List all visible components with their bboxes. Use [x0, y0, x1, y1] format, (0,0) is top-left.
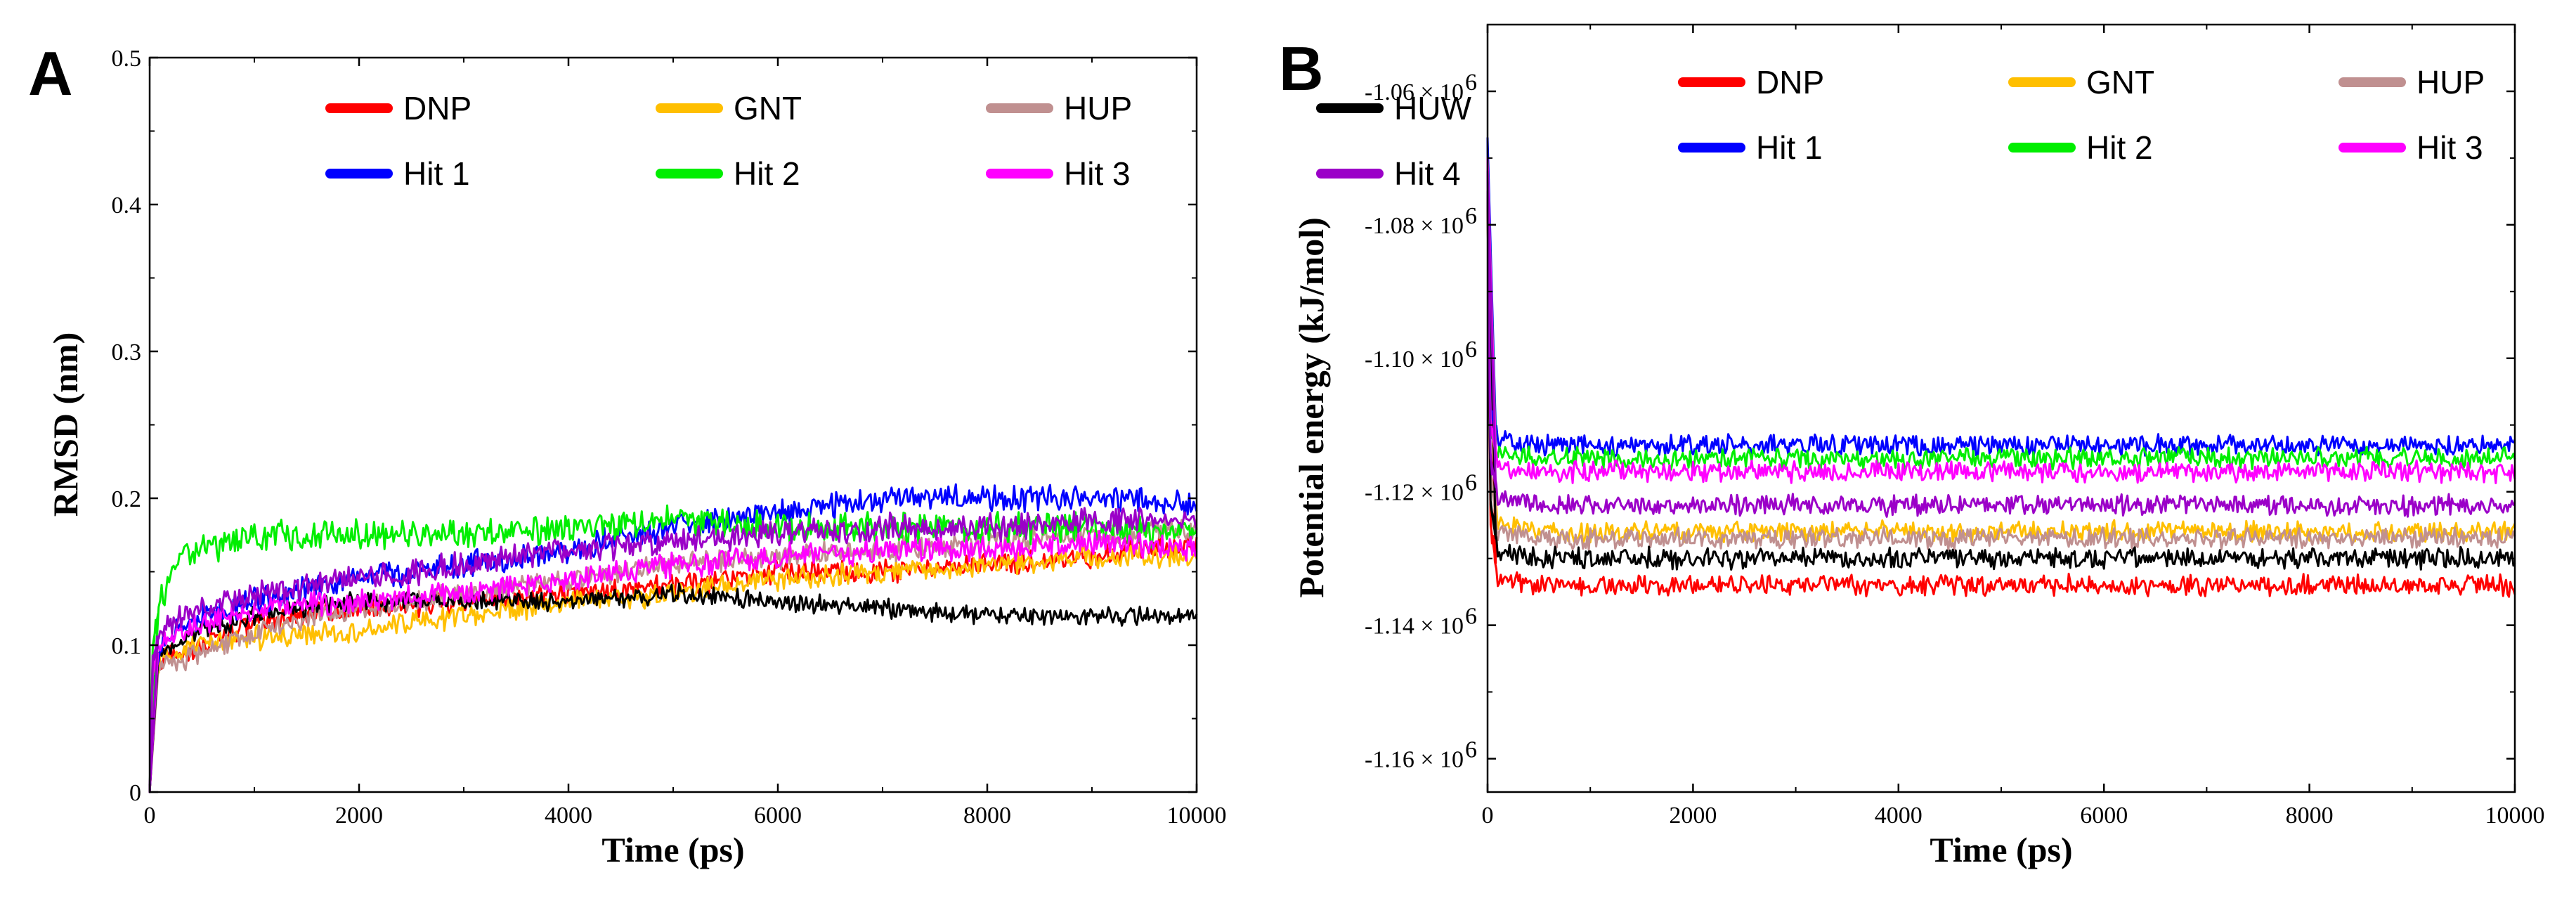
legend-item-hit-3: Hit 3	[2338, 129, 2483, 166]
panel-a-plot-frame	[148, 56, 1198, 793]
panel-b-letter: B	[1279, 34, 1324, 103]
y-tick-exponent: 6	[1465, 470, 1477, 496]
legend-label-dnp: DNP	[1756, 64, 1824, 100]
legend-label-hit-1: Hit 1	[403, 155, 470, 192]
series-huw-line	[1486, 190, 2516, 571]
panel-a-x-axis: 0 2000 4000 6000 8000 10000	[144, 58, 1227, 829]
legend-item-hit-4: Hit 4	[1316, 155, 1461, 192]
x-tick-label: 2000	[1669, 803, 1717, 829]
x-tick-label: 4000	[1875, 803, 1923, 829]
y-tick-label: -1.14 × 10	[1365, 614, 1464, 640]
series-gnt-line	[1486, 190, 2516, 545]
panel-a-letter: A	[28, 39, 73, 108]
x-tick-label: 8000	[2286, 803, 2334, 829]
y-tick-label: 0.3	[112, 339, 142, 365]
x-tick-label: 8000	[963, 803, 1011, 829]
x-tick-label: 10000	[1167, 803, 1227, 829]
legend-label-hit-4: Hit 4	[1394, 155, 1461, 192]
x-tick-label: 10000	[2485, 803, 2545, 829]
series-hit-4-line	[1486, 170, 2516, 518]
legend-label-dnp: DNP	[403, 90, 471, 127]
legend-item-gnt: GNT	[2008, 64, 2154, 100]
legend-item-hit-1: Hit 1	[325, 155, 470, 192]
series-hit-1-line	[1486, 136, 2516, 458]
legend-label-huw: HUW	[1394, 90, 1471, 127]
series-hit-4-line	[148, 507, 1198, 793]
y-tick-exponent: 6	[1465, 337, 1477, 363]
series-hit-2-line	[148, 504, 1198, 793]
legend-item-gnt: GNT	[656, 90, 802, 127]
series-hit-3-line	[148, 529, 1198, 793]
y-tick-exponent: 6	[1465, 203, 1477, 229]
legend-label-hit-1: Hit 1	[1756, 129, 1823, 166]
y-tick-label: 0.5	[112, 46, 142, 72]
panel-b-y-axis: -1.16 × 10 6-1.14 × 10 6-1.12 × 10 6-1.10 ×…	[1365, 70, 2515, 773]
y-tick-label: -1.06 × 10	[1365, 79, 1464, 105]
y-tick-label: -1.10 × 10	[1365, 346, 1464, 372]
legend-item-dnp: DNP	[325, 90, 471, 127]
y-tick-label: -1.08 × 10	[1365, 213, 1464, 239]
x-tick-label: 2000	[335, 803, 383, 829]
panel-b-x-axis: 0 2000 4000 6000 8000 10000	[1482, 25, 2545, 829]
legend-label-hit-3: Hit 3	[1064, 155, 1131, 192]
series-gnt-line	[148, 543, 1198, 793]
legend-item-hup: HUP	[986, 90, 1132, 127]
legend-label-hup: HUP	[2416, 64, 2485, 100]
x-tick-label: 6000	[2080, 803, 2128, 829]
series-hup-line	[1486, 190, 2516, 552]
legend-item-dnp: DNP	[1678, 64, 1824, 100]
y-tick-label: -1.12 × 10	[1365, 480, 1464, 506]
panel-b-series	[1486, 136, 2516, 598]
series-hit-3-line	[1486, 157, 2516, 484]
y-tick-label: 0.1	[112, 633, 142, 659]
panel-a-x-axis-title: Time (ps)	[601, 830, 744, 869]
y-tick-exponent: 6	[1465, 604, 1477, 630]
panel-a-y-axis: 0 0.1 0.2 0.3 0.4 0.5	[112, 46, 1197, 806]
x-tick-label: 6000	[754, 803, 802, 829]
panel-b: B 0 2000 4000 6000 8000 10000 -1.16 × 10 6-1.1…	[1279, 23, 2545, 869]
legend-item-hit-3: Hit 3	[986, 155, 1131, 192]
panel-b-x-axis-title: Time (ps)	[1930, 830, 2072, 869]
legend-label-hit-3: Hit 3	[2416, 129, 2483, 166]
legend-item-hit-1: Hit 1	[1678, 129, 1823, 166]
panel-a-series	[148, 483, 1198, 793]
series-hit-2-line	[1486, 157, 2516, 472]
y-tick-label: 0.4	[112, 193, 142, 219]
legend-label-hup: HUP	[1064, 90, 1132, 127]
legend-item-huw: HUW	[1316, 90, 1471, 127]
legend-item-hit-2: Hit 2	[656, 155, 800, 192]
legend-label-hit-2: Hit 2	[2086, 129, 2153, 166]
panel-a: A 0 2000 4000 6000 8000 10000 0 0.1 0.2 0.3 0.4 0.…	[28, 39, 1471, 869]
legend-label-gnt: GNT	[2086, 64, 2154, 100]
y-tick-label: 0	[129, 780, 141, 806]
y-tick-exponent: 6	[1465, 70, 1477, 96]
y-tick-label: -1.16 × 10	[1365, 747, 1464, 773]
legend-item-hup: HUP	[2338, 64, 2485, 100]
legend-item-hit-2: Hit 2	[2008, 129, 2153, 166]
panel-b-y-axis-title: Potential energy (kJ/mol)	[1292, 217, 1331, 598]
legend-label-hit-2: Hit 2	[734, 155, 800, 192]
panel-b-plot-frame	[1486, 23, 2516, 793]
y-tick-label: 0.2	[112, 486, 142, 512]
x-tick-label: 4000	[545, 803, 592, 829]
panel-a-y-axis-title: RMSD (nm)	[46, 332, 85, 517]
x-tick-label: 0	[1482, 803, 1494, 829]
legend-label-gnt: GNT	[734, 90, 802, 127]
y-tick-exponent: 6	[1465, 737, 1477, 763]
panel-a-legend: DNP GNT HUP HUW Hit 1 Hit 2 Hit 3 Hit 4	[325, 90, 1471, 192]
series-dnp-line	[1486, 190, 2516, 598]
x-tick-label: 0	[144, 803, 156, 829]
